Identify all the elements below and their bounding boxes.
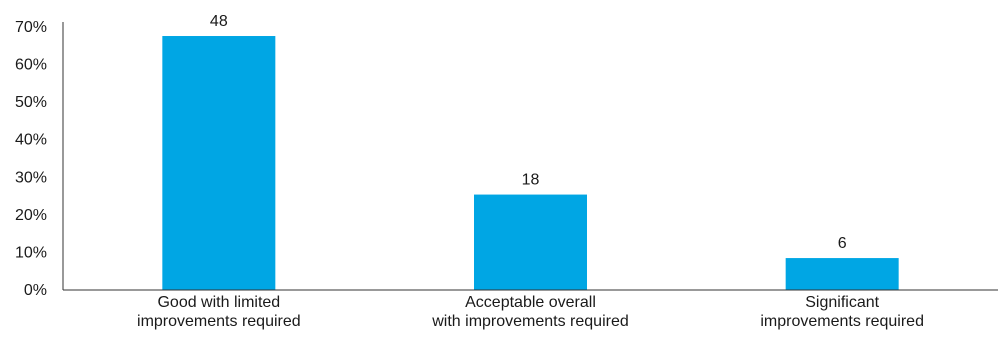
x-category-label: improvements required (760, 313, 924, 330)
y-tick-label: 10% (15, 244, 47, 261)
bars (162, 36, 899, 290)
data-labels: 48 18 6 (210, 13, 847, 252)
y-tick-label: 40% (15, 132, 47, 149)
y-tick-label: 50% (15, 94, 47, 111)
y-axis: 0% 10% 20% 30% 40% 50% 60% 70% (15, 19, 64, 299)
y-tick-label: 70% (15, 19, 47, 36)
data-label: 48 (210, 13, 228, 30)
x-category-label: with improvements required (431, 313, 629, 330)
y-tick-label: 20% (15, 207, 47, 224)
y-tick-label: 30% (15, 169, 47, 186)
y-tick-label: 60% (15, 57, 47, 74)
x-category-label: Acceptable overall (465, 294, 596, 311)
y-tick-label: 0% (24, 282, 47, 299)
bar (162, 36, 276, 290)
bar (474, 194, 587, 290)
data-label: 6 (838, 235, 847, 252)
bar (785, 258, 899, 290)
data-label: 18 (522, 172, 540, 189)
x-category-label: improvements required (137, 313, 301, 330)
x-category-label: Good with limited (157, 294, 280, 311)
x-axis: Good with limited improvements required Ac… (63, 289, 998, 330)
x-category-label: Significant (805, 294, 879, 311)
